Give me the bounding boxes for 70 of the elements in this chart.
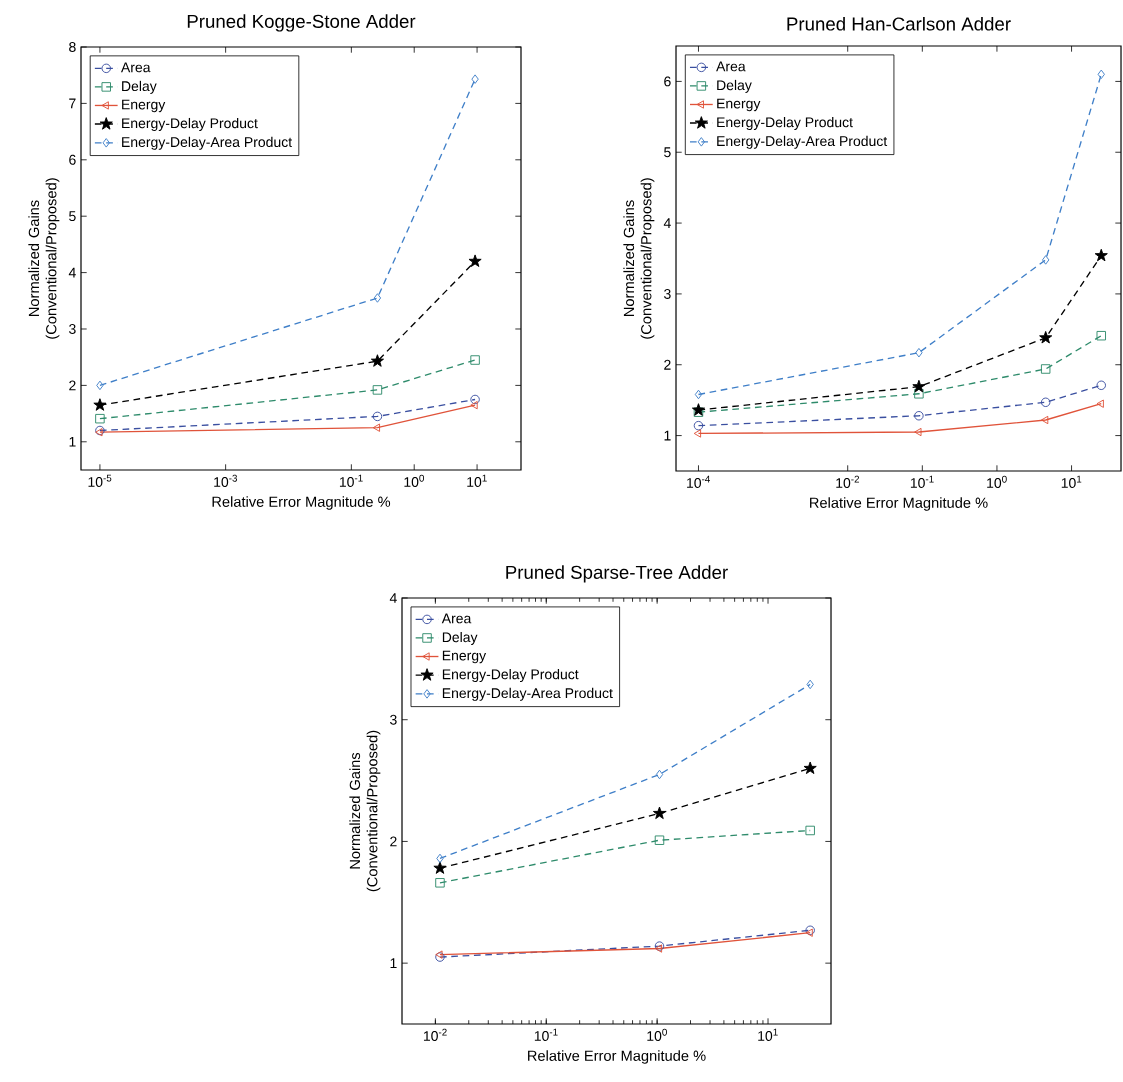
point xyxy=(470,394,480,405)
x-tick-label: 10$^{1}$ xyxy=(467,474,487,487)
y-axis-title: Normalized Gains (Conventional/Proposed) xyxy=(623,178,655,339)
legend-label: Energy xyxy=(717,98,761,112)
chart-title: Pruned Kogge-Stone Adder xyxy=(187,14,416,32)
y-tick-label: 1 xyxy=(69,436,76,447)
point xyxy=(471,74,479,84)
y-axis-title: Normalized Gains (Conventional/Proposed) xyxy=(28,178,60,339)
y-tick-label: 7 xyxy=(69,98,76,109)
x-tick-label: 10$^{-4}$ xyxy=(687,475,710,488)
y-tick-label: 6 xyxy=(69,154,76,165)
x-tick-label: 10$^{0}$ xyxy=(647,1028,667,1041)
legend-label: Energy-Delay Product xyxy=(442,669,579,683)
x-tick-label: 10$^{1}$ xyxy=(758,1028,778,1041)
legend-label: Area xyxy=(441,613,472,624)
legend-label: Delay xyxy=(717,79,752,93)
legend-label: Energy-Delay Product xyxy=(122,117,258,131)
point xyxy=(435,878,445,888)
legend-label: Energy-Delay-Area Product xyxy=(122,136,292,150)
point xyxy=(95,413,105,424)
point xyxy=(433,861,447,874)
legend-label: Area xyxy=(716,61,746,72)
x-tick-label: 10$^{-1}$ xyxy=(910,475,934,488)
legend-label: Energy xyxy=(122,99,166,113)
y-tick-label: 5 xyxy=(69,211,76,222)
x-tick-label: 10$^{-2}$ xyxy=(836,475,860,488)
y-tick-label: 2 xyxy=(390,836,397,847)
chart-title: Pruned Sparse-Tree Adder xyxy=(506,565,728,583)
y-tick-label: 4 xyxy=(389,593,397,603)
y-tick-label: 3 xyxy=(664,288,671,299)
legend-label: Energy-Delay Product xyxy=(717,116,853,131)
point xyxy=(803,761,817,775)
point xyxy=(93,398,107,411)
x-tick-label: 10$^{1}$ xyxy=(1061,475,1082,488)
legend-label: Energy xyxy=(442,650,487,664)
y-tick-label: 4 xyxy=(663,218,671,228)
chart-title: Pruned Han-Carlson Adder xyxy=(787,16,1011,31)
point xyxy=(470,400,478,410)
point xyxy=(806,679,814,690)
x-axis-title: Relative Error Magnitude % xyxy=(528,1050,706,1064)
x-tick-label: 10$^{-2}$ xyxy=(423,1028,447,1041)
y-tick-label: 2 xyxy=(69,380,76,391)
y-tick-label: 3 xyxy=(69,324,76,334)
x-tick-label: 10$^{-1}$ xyxy=(534,1028,558,1041)
y-tick-label: 1 xyxy=(664,430,671,441)
x-tick-label: 10$^{-1}$ xyxy=(339,474,363,487)
legend-label: Area xyxy=(120,62,151,73)
x-tick-label: 10$^{0}$ xyxy=(987,475,1007,488)
point xyxy=(805,825,815,836)
legend-label: Energy-Delay-Area Product xyxy=(717,135,888,149)
legend-label: Delay xyxy=(442,631,478,645)
point xyxy=(436,853,444,864)
y-tick-label: 2 xyxy=(664,359,671,370)
point xyxy=(470,355,480,365)
x-tick-label: 10$^{0}$ xyxy=(404,474,425,487)
y-tick-label: 1 xyxy=(390,958,397,968)
legend-label: Energy-Delay-Area Product xyxy=(442,687,613,701)
y-tick-label: 8 xyxy=(69,42,76,52)
point xyxy=(468,254,482,267)
x-tick-label: 10$^{-3}$ xyxy=(214,474,238,487)
x-tick-label: 10$^{-5}$ xyxy=(88,474,112,487)
y-tick-label: 3 xyxy=(390,714,397,725)
x-axis-title: Relative Error Magnitude % xyxy=(810,497,988,511)
y-tick-label: 6 xyxy=(664,76,671,87)
point xyxy=(96,380,104,391)
x-axis-title: Relative Error Magnitude % xyxy=(212,496,391,510)
y-axis-title: Normalized Gains (Conventional/Proposed) xyxy=(349,730,381,892)
y-tick-label: 5 xyxy=(664,147,671,158)
y-tick-label: 4 xyxy=(68,267,76,278)
legend-label: Delay xyxy=(122,80,157,94)
